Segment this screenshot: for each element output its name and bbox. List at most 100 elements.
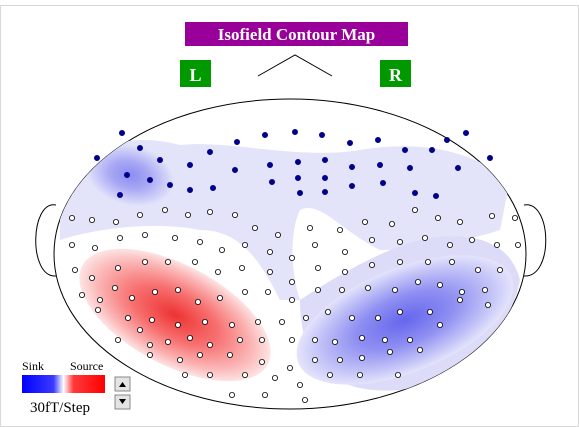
sensor-dark	[136, 144, 143, 151]
sensor	[416, 346, 423, 353]
sensor	[421, 234, 428, 241]
sensor	[186, 334, 193, 341]
sensor	[336, 356, 343, 363]
sensor-dark	[374, 136, 381, 143]
sensor	[302, 314, 309, 321]
sensor	[196, 238, 203, 245]
sensor	[117, 234, 124, 241]
sensor-dark	[443, 136, 450, 143]
sensor	[258, 336, 265, 343]
sensor	[214, 268, 221, 275]
sensor	[92, 244, 99, 251]
sensor	[164, 338, 171, 345]
sensor-dark	[376, 161, 383, 168]
sensor-dark	[261, 131, 268, 138]
sensor-dark	[294, 158, 301, 165]
sensor	[288, 296, 295, 303]
sensor-dark	[186, 161, 193, 168]
sensor	[286, 364, 293, 371]
sink-region-small	[85, 143, 175, 207]
sensor	[314, 286, 321, 293]
contours	[60, 140, 520, 391]
sensor-dark	[321, 188, 328, 195]
sensor	[391, 286, 398, 293]
step-up-button[interactable]	[114, 376, 131, 392]
sensor-dark	[268, 178, 275, 185]
sensor	[238, 264, 245, 271]
sensor	[264, 288, 271, 295]
sensor	[161, 206, 168, 213]
sensor	[288, 254, 295, 261]
sensor	[314, 264, 321, 271]
sensor-dark	[348, 182, 355, 189]
sensor	[151, 288, 158, 295]
sensor-dark	[296, 189, 303, 196]
sensor	[174, 286, 181, 293]
sink-label: Sink	[22, 359, 44, 373]
sensor	[396, 308, 403, 315]
sensor	[89, 274, 96, 281]
sensor-dark	[166, 181, 173, 188]
sensor	[206, 341, 213, 348]
sensor-dark	[294, 174, 301, 181]
sensors	[69, 128, 522, 403]
sensor	[301, 396, 308, 403]
sensor	[69, 241, 76, 248]
sensor	[381, 336, 388, 343]
sensor	[336, 226, 343, 233]
sensor	[206, 208, 213, 215]
sensor	[512, 214, 519, 221]
sensor	[374, 314, 381, 321]
sensor-dark	[428, 146, 435, 153]
sensor-dark	[321, 174, 328, 181]
sensor	[446, 241, 453, 248]
sensor	[89, 216, 96, 223]
sensor	[218, 246, 225, 253]
sensor-dark	[156, 156, 163, 163]
sensor	[79, 291, 86, 298]
sensor	[174, 321, 181, 328]
sensor	[426, 308, 433, 315]
sensor-dark	[291, 128, 298, 135]
sensor	[141, 231, 148, 238]
sensor	[448, 258, 455, 265]
sensor	[254, 318, 261, 325]
left-label: L	[189, 65, 201, 85]
step-down-button[interactable]	[114, 394, 131, 410]
sensor	[414, 278, 421, 285]
sensor	[288, 336, 295, 343]
sensor	[216, 294, 223, 301]
color-scale	[22, 375, 105, 393]
sensor-dark	[231, 166, 238, 173]
sensor	[266, 248, 273, 255]
sensor	[146, 351, 153, 358]
sensor	[496, 266, 503, 273]
sensor	[288, 278, 295, 285]
right-label: R	[389, 65, 403, 85]
sensor-dark	[124, 171, 131, 178]
sensor-dark	[186, 186, 193, 193]
sensor	[251, 224, 258, 231]
sensor-dark	[206, 148, 213, 155]
sensor	[278, 318, 285, 325]
sensor-dark	[321, 156, 328, 163]
sensor-dark	[266, 161, 273, 168]
sensor	[241, 371, 248, 378]
sensor-dark	[486, 154, 493, 161]
sensor	[456, 218, 463, 225]
sensor-dark	[411, 189, 418, 196]
title: Isofield Contour Map	[218, 25, 375, 44]
sensor	[388, 220, 395, 227]
sensor	[194, 298, 201, 305]
sensor	[95, 306, 102, 313]
sensor	[493, 241, 500, 248]
sensor-dark	[346, 139, 353, 146]
sensor-dark	[119, 129, 126, 136]
sensor	[468, 236, 475, 243]
sensor-dark	[379, 179, 386, 186]
sensor	[191, 258, 198, 265]
sensor-dark	[462, 129, 469, 136]
sensor	[136, 211, 143, 218]
